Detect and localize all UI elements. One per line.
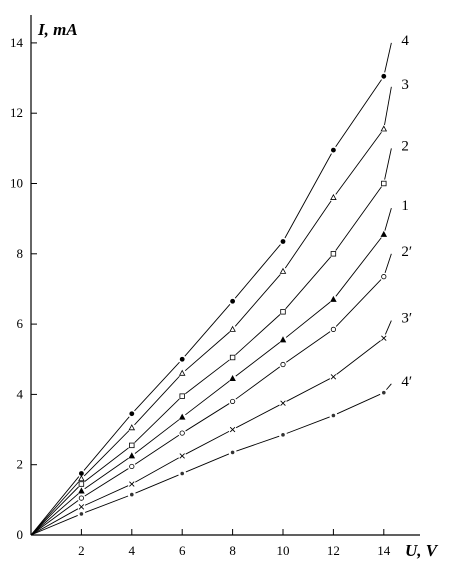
- data-point: [230, 450, 235, 455]
- data-point: [78, 495, 85, 501]
- data-point: [178, 413, 186, 420]
- x-tick-label: 8: [229, 543, 236, 558]
- data-point: [381, 180, 387, 187]
- y-ticks: 0 2 4 6 8 10 12 14: [10, 35, 37, 542]
- series-line: [30, 86, 392, 536]
- data-point: [330, 251, 337, 257]
- data-point: [280, 400, 286, 406]
- series-label: 3′: [401, 311, 412, 327]
- series-3: 2: [30, 138, 409, 536]
- x-tick-label: 2: [78, 543, 85, 558]
- data-point: [128, 452, 136, 459]
- data-point: [279, 267, 287, 274]
- data-point: [230, 398, 236, 405]
- data-point: [129, 411, 135, 417]
- data-point: [179, 393, 185, 399]
- y-tick-label: 6: [17, 316, 24, 331]
- series-5: 2′: [30, 244, 412, 536]
- data-point: [330, 193, 337, 200]
- data-point: [280, 361, 286, 368]
- data-point: [128, 424, 136, 431]
- data-point: [130, 492, 134, 497]
- x-ticks: 2 4 6 8 10 12 14: [78, 529, 391, 558]
- x-tick-label: 12: [327, 543, 340, 558]
- series-label: 4′: [401, 374, 412, 390]
- data-point: [229, 426, 236, 433]
- data-point: [78, 504, 85, 510]
- series-7: 4′: [30, 374, 412, 536]
- data-point: [229, 325, 236, 332]
- data-point: [230, 298, 236, 304]
- y-tick-label: 10: [10, 176, 23, 191]
- series-line: [30, 42, 392, 536]
- x-tick-label: 10: [277, 543, 290, 558]
- data-point: [229, 354, 236, 361]
- series-line: [30, 148, 392, 536]
- x-axis-title: U, V: [405, 541, 439, 560]
- series-line: [30, 253, 392, 536]
- y-tick-label: 0: [17, 527, 24, 542]
- y-tick-label: 12: [10, 105, 23, 120]
- data-point: [330, 326, 336, 332]
- y-tick-label: 2: [17, 457, 24, 472]
- series-label: 1: [401, 198, 409, 214]
- data-point: [331, 413, 336, 418]
- x-tick-label: 6: [179, 543, 186, 558]
- data-point: [129, 463, 135, 470]
- data-point: [380, 230, 388, 237]
- data-point: [279, 336, 287, 343]
- data-point: [381, 335, 387, 341]
- series-label: 2: [401, 138, 409, 154]
- data-point: [78, 487, 85, 494]
- data-point: [280, 239, 286, 244]
- data-point: [331, 147, 336, 153]
- series-line: [30, 383, 392, 536]
- data-point: [79, 512, 84, 516]
- series-2: 3: [30, 77, 409, 536]
- data-point: [179, 430, 185, 436]
- series-line: [30, 320, 392, 536]
- x-tick-label: 14: [377, 543, 391, 558]
- data-point: [330, 295, 337, 302]
- data-point: [381, 274, 387, 280]
- series-label: 3: [401, 77, 409, 93]
- series-layer: 4 3 2 1 2′ 3′ 4′: [30, 33, 412, 536]
- data-point: [382, 390, 386, 395]
- data-point: [79, 471, 84, 476]
- y-tick-label: 4: [17, 386, 24, 401]
- data-point: [129, 442, 135, 449]
- y-tick-label: 14: [10, 35, 24, 50]
- series-1: 4: [30, 33, 409, 536]
- data-point: [179, 453, 185, 459]
- data-point: [381, 73, 387, 79]
- data-point: [179, 356, 185, 362]
- y-axis-title: I, mA: [37, 20, 78, 39]
- series-4: 1: [30, 198, 409, 536]
- data-point: [380, 125, 388, 132]
- data-point: [129, 481, 135, 487]
- data-point: [281, 433, 285, 437]
- y-tick-label: 8: [17, 246, 24, 261]
- x-tick-label: 4: [129, 543, 136, 558]
- data-point: [180, 471, 184, 476]
- data-point: [78, 475, 85, 482]
- series-line: [30, 207, 392, 536]
- series-label: 4: [401, 33, 409, 49]
- data-point: [78, 481, 85, 487]
- data-point: [330, 374, 337, 380]
- series-label: 2′: [401, 244, 412, 260]
- data-point: [229, 374, 236, 381]
- data-point: [178, 369, 186, 376]
- data-point: [280, 309, 286, 315]
- series-6: 3′: [30, 311, 412, 536]
